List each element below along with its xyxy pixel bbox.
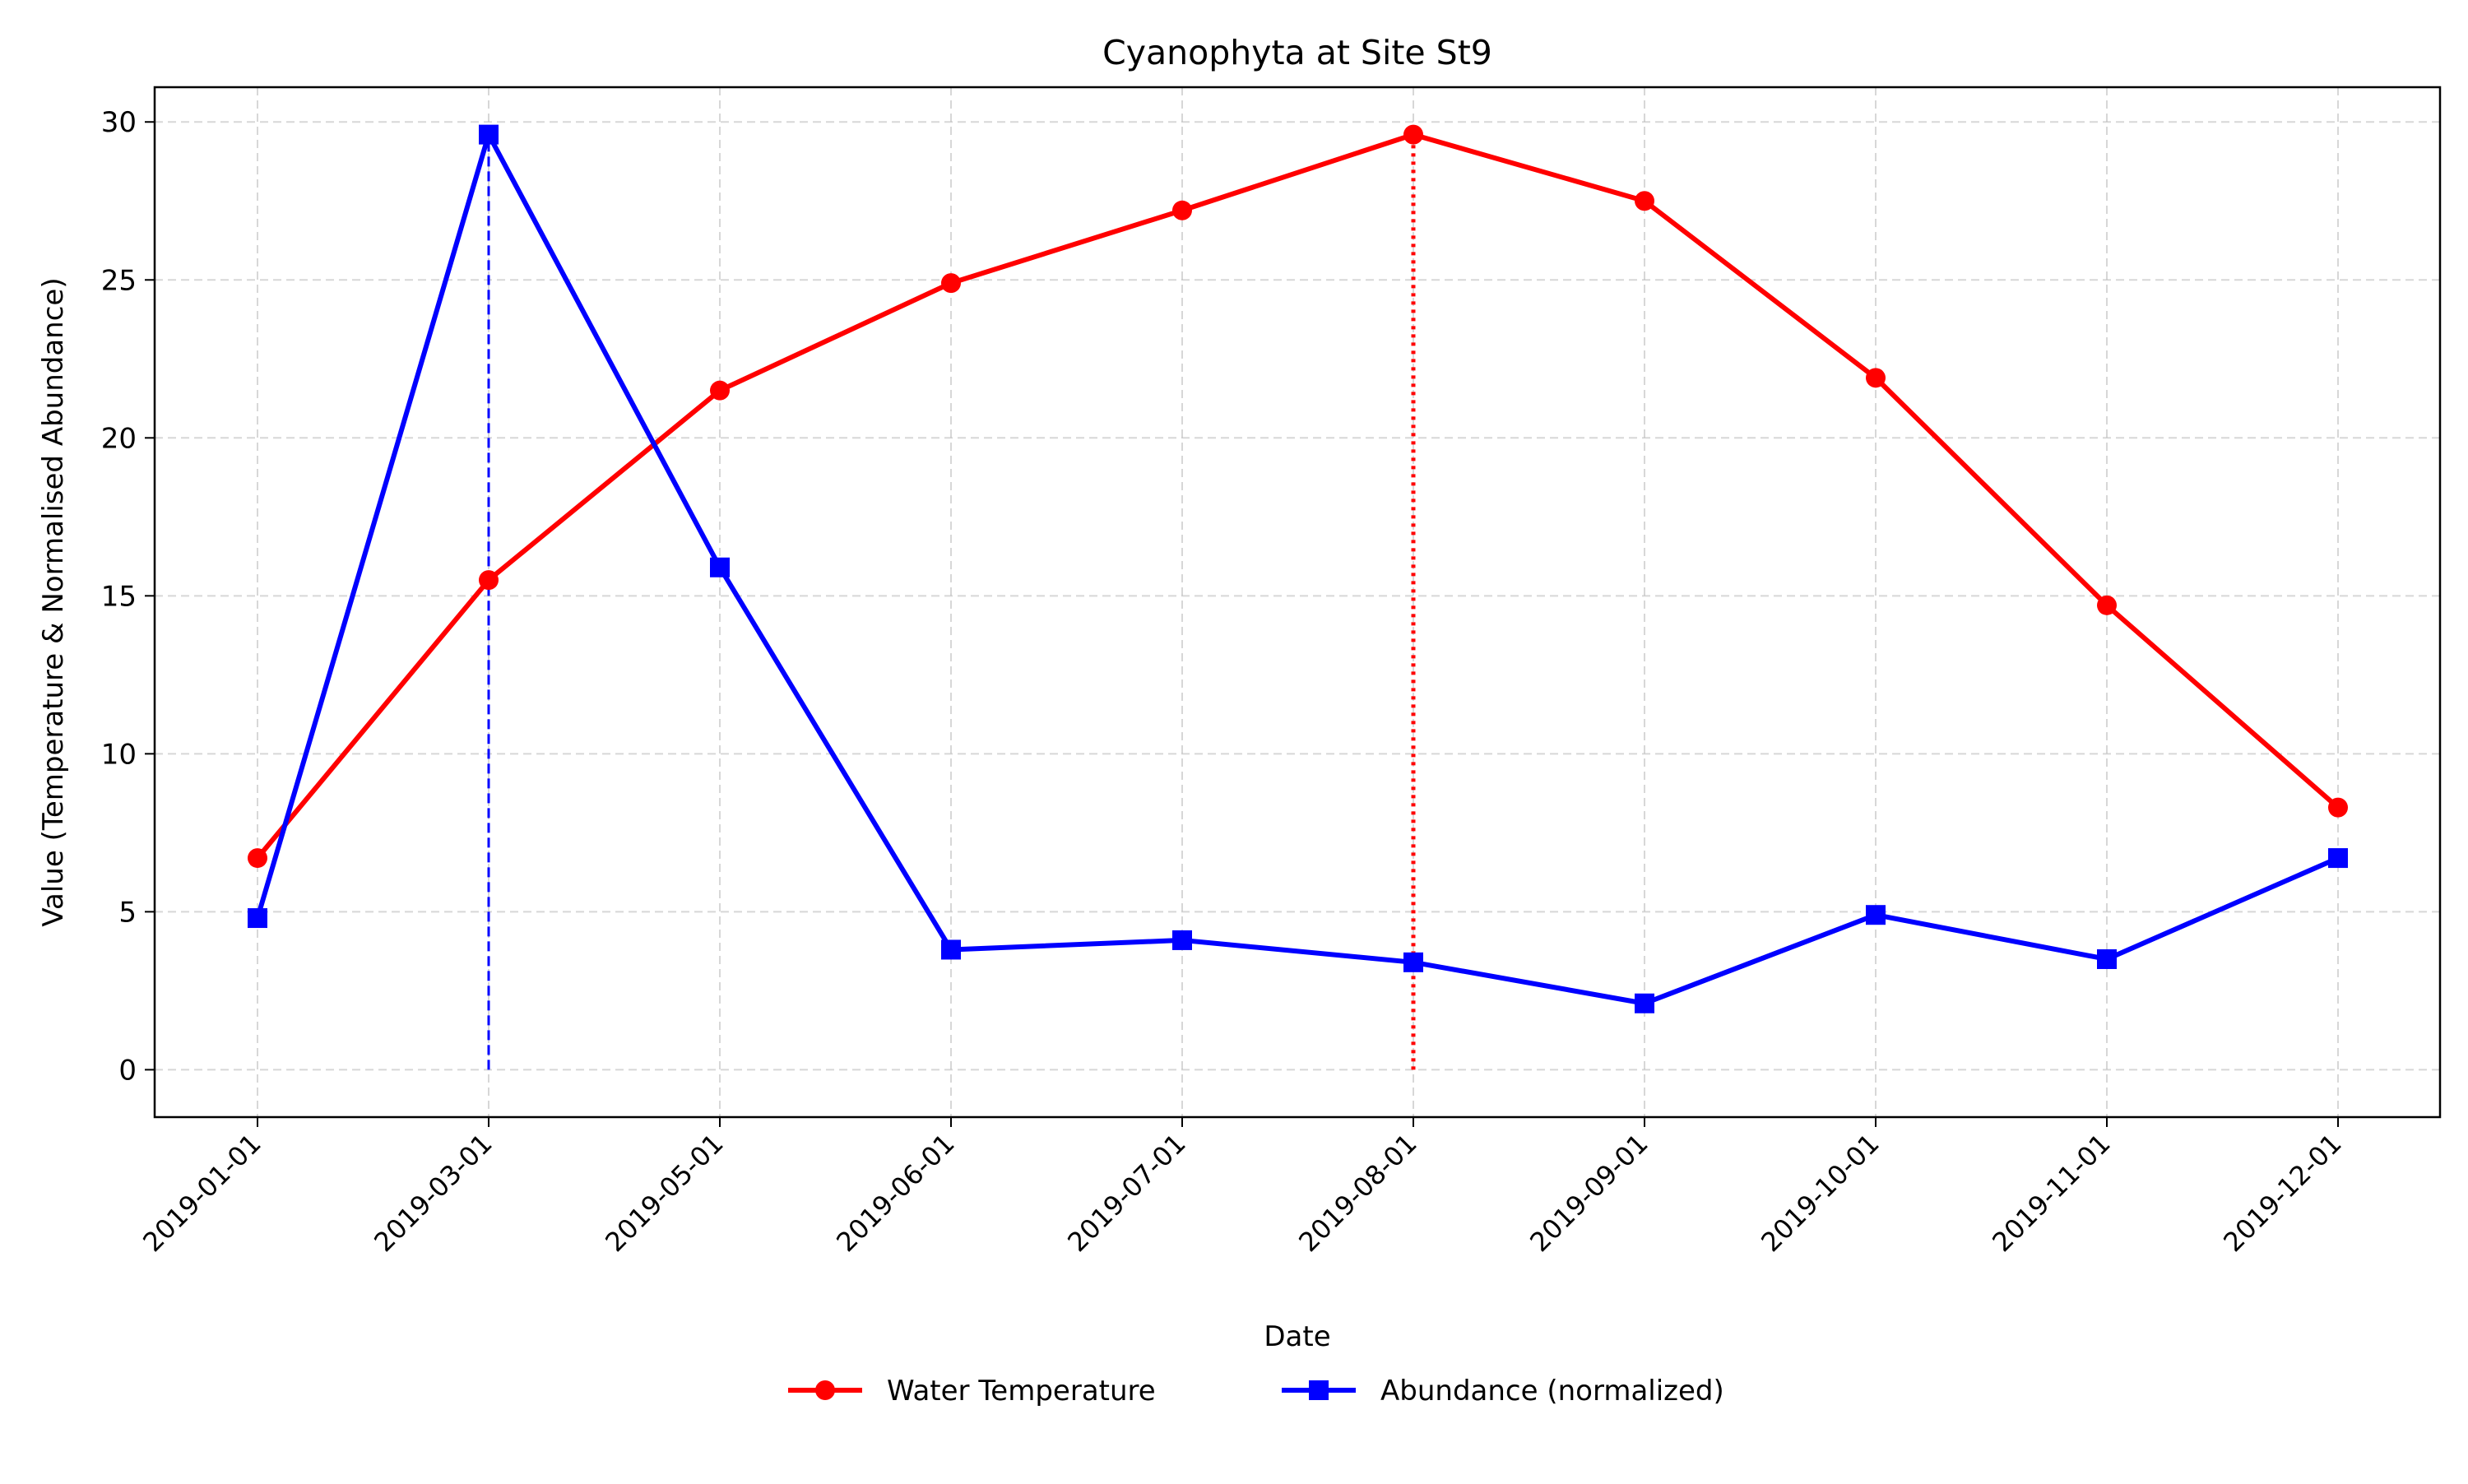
y-tick-label: 10 bbox=[101, 738, 137, 771]
y-tick-label: 5 bbox=[118, 896, 137, 929]
data-point bbox=[941, 273, 961, 294]
chart-title: Cyanophyta at Site St9 bbox=[1102, 33, 1492, 72]
legend: Water Temperature Abundance (normalized) bbox=[788, 1375, 1724, 1407]
data-point bbox=[1403, 952, 1423, 972]
data-point bbox=[479, 570, 499, 591]
data-point bbox=[248, 848, 267, 869]
legend-marker bbox=[815, 1380, 835, 1400]
data-point bbox=[2328, 797, 2348, 818]
y-tick-label: 0 bbox=[118, 1054, 137, 1087]
legend-label: Abundance (normalized) bbox=[1380, 1375, 1724, 1407]
series-line-2 bbox=[255, 132, 2340, 1006]
data-point bbox=[710, 557, 730, 577]
annotation-lines bbox=[487, 134, 1416, 1070]
legend-marker bbox=[1309, 1380, 1329, 1400]
data-point bbox=[1866, 368, 1886, 388]
data-point bbox=[248, 908, 267, 929]
series-layer bbox=[248, 124, 2348, 1013]
y-tick-label: 25 bbox=[101, 264, 137, 297]
data-point bbox=[1403, 124, 1423, 145]
y-tick-label: 15 bbox=[101, 580, 137, 613]
data-point bbox=[2097, 595, 2117, 615]
data-point bbox=[2328, 848, 2348, 869]
x-axis-label: Date bbox=[1264, 1320, 1330, 1353]
data-point bbox=[1172, 200, 1192, 220]
data-point bbox=[1635, 191, 1654, 211]
series-line-1 bbox=[255, 132, 2340, 860]
data-point bbox=[2097, 948, 2117, 969]
data-point bbox=[1635, 993, 1654, 1013]
data-point bbox=[1866, 905, 1886, 925]
legend-label: Water Temperature bbox=[887, 1375, 1156, 1407]
data-point bbox=[1172, 930, 1192, 950]
y-tick-label: 20 bbox=[101, 422, 137, 455]
plot-frame bbox=[153, 86, 2442, 1119]
data-point bbox=[941, 939, 961, 960]
y-tick-label: 30 bbox=[101, 106, 137, 139]
data-point bbox=[479, 124, 499, 145]
data-point bbox=[710, 380, 730, 401]
y-axis-label: Value (Temperature & Normalised Abundanc… bbox=[37, 277, 70, 926]
